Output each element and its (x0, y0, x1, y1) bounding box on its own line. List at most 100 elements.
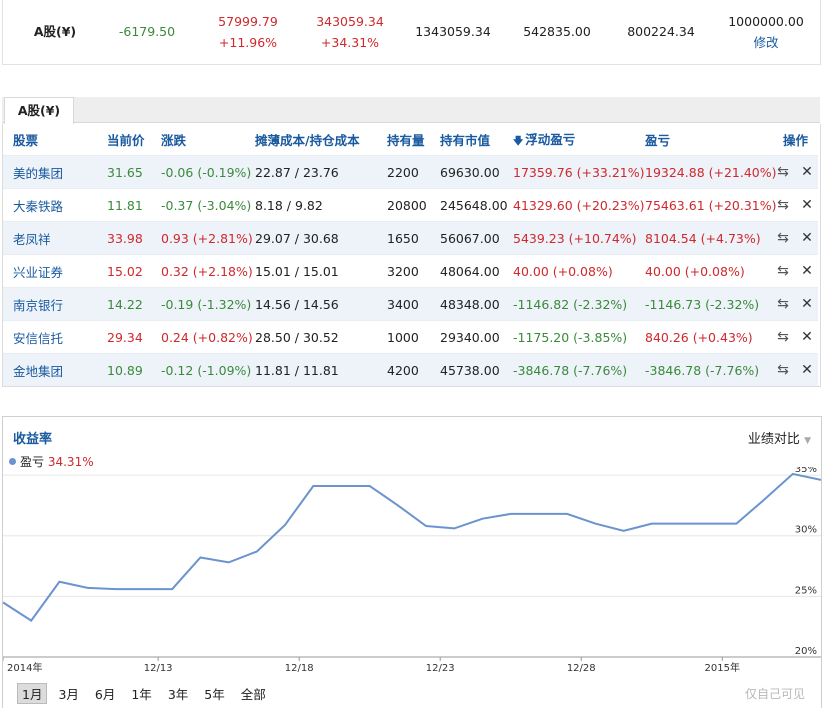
range-button[interactable]: 1年 (131, 687, 152, 702)
cost-basis: 11.81 / 11.81 (245, 353, 377, 386)
holding-value: 48064.00 (430, 254, 503, 288)
cost-basis: 15.01 / 15.01 (245, 254, 377, 288)
range-button[interactable]: 全部 (240, 687, 266, 702)
current-price: 15.02 (97, 254, 151, 288)
table-row: 美的集团 31.65 -0.06 (-0.19%) 22.87 / 23.76 2200… (3, 155, 818, 189)
swap-icon[interactable]: ⇆ (777, 263, 789, 279)
table-row: 老凤祥 33.98 0.93 (+2.81%) 29.07 / 30.68 1650 56… (3, 221, 818, 255)
chart-legend[interactable]: 盈亏 34.31% (9, 453, 94, 470)
returns-line-chart: 20% 25% 30% 35% 2014年 12/13 12/18 12/23 12/28 201… (3, 467, 821, 674)
holding-value: 48348.00 (430, 287, 503, 321)
row-actions: ⇆ ✕ (767, 155, 818, 189)
close-icon[interactable]: ✕ (801, 296, 813, 312)
quantity: 3200 (377, 254, 430, 288)
sort-down-icon: 🡇 (513, 135, 524, 147)
range-button[interactable]: 3年 (167, 687, 189, 702)
range-selector: 1月 3月 6月 1年 3年 5年 全部 (17, 683, 277, 704)
cost-basis: 22.87 / 23.76 (245, 155, 377, 189)
current-price: 10.89 (97, 353, 151, 386)
row-actions: ⇆ ✕ (767, 188, 818, 222)
price-change: -0.06 (-0.19%) (151, 155, 251, 189)
compare-dropdown[interactable]: 业绩对比 ▼ (748, 428, 811, 447)
header-stock[interactable]: 股票 (13, 133, 39, 148)
market-value: 542835.00 (523, 24, 591, 39)
stock-name[interactable]: 金地集团 (3, 353, 97, 386)
price-change: -0.12 (-1.09%) (151, 353, 251, 386)
total-pnl: 343059.34 (316, 14, 384, 29)
table-row: 兴业证券 15.02 0.32 (+2.18%) 15.01 / 15.01 3200 4… (3, 254, 818, 288)
total-pnl: 8104.54 (+4.73%) (635, 221, 767, 255)
current-price: 31.65 (97, 155, 151, 189)
header-change[interactable]: 涨跌 (161, 133, 187, 148)
header-market-value[interactable]: 持有市值 (440, 133, 491, 148)
stock-name[interactable]: 大秦铁路 (3, 188, 97, 222)
float-pnl: -1146.82 (-2.32%) (503, 287, 635, 321)
price-change: -0.19 (-1.32%) (151, 287, 251, 321)
x-tick-label: 2014年 (7, 661, 42, 674)
total-pnl: 40.00 (+0.08%) (635, 254, 767, 288)
tab-a-share[interactable]: A股(¥) (4, 97, 74, 124)
header-actions: 操作 (782, 133, 808, 148)
header-price[interactable]: 当前价 (107, 133, 145, 148)
market-tabs (2, 97, 820, 123)
close-icon[interactable]: ✕ (801, 164, 813, 180)
swap-icon[interactable]: ⇆ (777, 197, 789, 213)
range-button[interactable]: 5年 (204, 687, 225, 702)
holding-value: 69630.00 (430, 155, 503, 189)
float-pnl: 5439.23 (+10.74%) (503, 221, 637, 255)
table-row: 安信信托 29.34 0.24 (+0.82%) 28.50 / 30.52 1000 2… (3, 320, 818, 354)
stock-name[interactable]: 南京银行 (3, 287, 97, 321)
header-quantity[interactable]: 持有量 (387, 133, 425, 148)
close-icon[interactable]: ✕ (801, 197, 813, 213)
y-tick-label: 30% (795, 525, 817, 536)
swap-icon[interactable]: ⇆ (777, 329, 789, 345)
swap-icon[interactable]: ⇆ (777, 296, 789, 312)
quantity: 1650 (377, 221, 430, 255)
holding-pnl: 57999.79 (218, 14, 278, 29)
holding-value: 45738.00 (430, 353, 503, 386)
cost-basis: 28.50 / 30.52 (245, 320, 377, 354)
header-cost[interactable]: 摊薄成本/持仓成本 (255, 133, 360, 148)
close-icon[interactable]: ✕ (801, 230, 813, 246)
row-actions: ⇆ ✕ (767, 353, 818, 386)
header-float-pnl[interactable]: 🡇 浮动盈亏 (503, 124, 635, 156)
legend-label: 盈亏 (20, 455, 45, 469)
close-icon[interactable]: ✕ (801, 362, 813, 378)
today-pnl: -6179.50 (118, 24, 176, 39)
price-change: 0.93 (+2.81%) (151, 221, 253, 255)
x-tick-label: 12/28 (567, 663, 596, 674)
stock-name[interactable]: 安信信托 (3, 320, 97, 354)
y-tick-label: 20% (795, 646, 817, 657)
swap-icon[interactable]: ⇆ (777, 230, 789, 246)
price-change: -0.37 (-3.04%) (151, 188, 251, 222)
range-button[interactable]: 1月 (17, 683, 48, 704)
total-pnl: 75463.61 (+20.31%) (635, 188, 777, 222)
close-icon[interactable]: ✕ (801, 263, 813, 279)
stock-name[interactable]: 兴业证券 (3, 254, 97, 288)
range-button[interactable]: 6月 (94, 687, 116, 702)
stock-name[interactable]: 老凤祥 (3, 221, 97, 255)
cost-basis: 14.56 / 14.56 (245, 287, 377, 321)
header-float-pnl-label: 浮动盈亏 (525, 131, 576, 147)
float-pnl: 40.00 (+0.08%) (503, 254, 635, 288)
close-icon[interactable]: ✕ (801, 329, 813, 345)
float-pnl: 17359.76 (+33.21%) (503, 155, 645, 189)
legend-value: 34.31% (47, 455, 94, 469)
float-pnl: 41329.60 (+20.23%) (503, 188, 645, 222)
range-button[interactable]: 3月 (58, 687, 79, 702)
swap-icon[interactable]: ⇆ (777, 362, 789, 378)
quantity: 3400 (377, 287, 430, 321)
stock-name[interactable]: 美的集团 (3, 155, 97, 189)
total-pnl: 840.26 (+0.43%) (635, 320, 767, 354)
holding-pnl-pct: +11.96% (218, 35, 278, 50)
float-pnl: -1175.20 (-3.85%) (503, 320, 635, 354)
total-pnl: -1146.73 (-2.32%) (635, 287, 767, 321)
y-tick-label: 25% (795, 585, 817, 596)
table-row: 大秦铁路 11.81 -0.37 (-3.04%) 8.18 / 9.82 20800 2… (3, 188, 818, 222)
chevron-down-icon: ▼ (804, 436, 811, 446)
edit-principal-link[interactable]: 修改 (753, 35, 779, 50)
header-pnl[interactable]: 盈亏 (645, 133, 671, 148)
row-actions: ⇆ ✕ (767, 320, 818, 354)
holding-value: 56067.00 (430, 221, 503, 255)
swap-icon[interactable]: ⇆ (777, 164, 789, 180)
